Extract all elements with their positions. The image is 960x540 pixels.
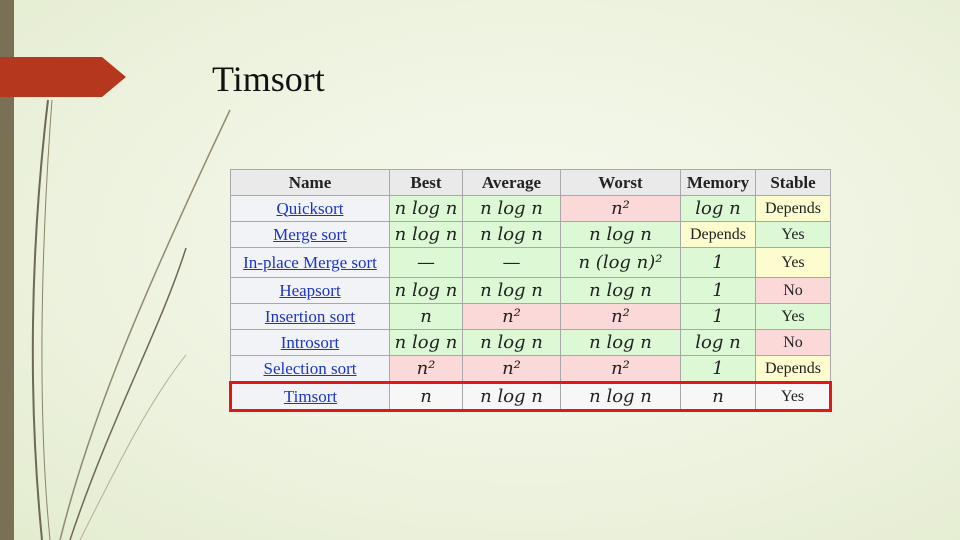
stable-cell: Yes [755,247,831,278]
best-cell: n [389,303,463,330]
stable-cell: No [755,277,831,304]
table-row: Introsort n log n n log n n log n log n … [230,329,831,356]
algorithm-link[interactable]: Introsort [280,332,340,352]
algorithm-link[interactable]: Heapsort [279,280,341,300]
average-cell: n log n [462,277,561,304]
memory-cell: 1 [680,247,756,278]
header-memory: Memory [680,169,756,196]
average-cell: n log n [462,195,561,222]
average-cell: n log n [462,381,561,412]
algorithm-link[interactable]: Insertion sort [264,306,356,326]
header-average: Average [462,169,561,196]
algorithm-link[interactable]: Selection sort [263,358,357,378]
stable-cell: Depends [755,355,831,383]
memory-cell: Depends [680,221,756,248]
worst-cell: n (log n)² [560,247,681,278]
average-cell: n log n [462,221,561,248]
worst-cell: n² [560,195,681,222]
best-cell: n log n [389,277,463,304]
best-cell: n log n [389,329,463,356]
header-best: Best [389,169,463,196]
title-arrow-icon [0,57,126,97]
worst-cell: n log n [560,277,681,304]
memory-cell: 1 [680,303,756,330]
table-row: Quicksort n log n n log n n² log n Depen… [230,195,831,222]
table-header-row: Name Best Average Worst Memory Stable [230,169,831,196]
stable-cell: Yes [755,303,831,330]
table-row: Insertion sort n n² n² 1 Yes [230,303,831,330]
worst-cell: n² [560,303,681,330]
table-row: Heapsort n log n n log n n log n 1 No [230,277,831,304]
table-row: Merge sort n log n n log n n log n Depen… [230,221,831,248]
best-cell: n log n [389,221,463,248]
worst-cell: n log n [560,221,681,248]
memory-cell: log n [680,329,756,356]
best-cell: n² [389,355,463,383]
table-row: In-place Merge sort — — n (log n)² 1 Yes [230,247,831,278]
header-worst: Worst [560,169,681,196]
sorting-comparison-table: Name Best Average Worst Memory Stable Qu… [229,169,832,412]
best-cell: n [389,381,463,412]
algorithm-link[interactable]: Quicksort [276,198,344,218]
worst-cell: n log n [560,381,681,412]
memory-cell: log n [680,195,756,222]
stable-cell: Depends [755,195,831,222]
left-accent-bar [0,0,14,540]
header-stable: Stable [755,169,831,196]
best-cell: — [389,247,463,278]
worst-cell: n log n [560,329,681,356]
average-cell: — [462,247,561,278]
stable-cell: Yes [755,381,832,412]
table-row: Selection sort n² n² n² 1 Depends [230,355,831,383]
stable-cell: Yes [755,221,831,248]
memory-cell: 1 [680,355,756,383]
algorithm-link[interactable]: Merge sort [273,224,347,244]
header-name: Name [230,169,390,196]
memory-cell: 1 [680,277,756,304]
stable-cell: No [755,329,831,356]
best-cell: n log n [389,195,463,222]
average-cell: n² [462,303,561,330]
slide-title: Timsort [212,59,325,99]
average-cell: n log n [462,329,561,356]
algorithm-link[interactable]: Timsort [283,386,338,406]
algorithm-link[interactable]: In-place Merge sort [243,252,377,272]
memory-cell: n [680,381,756,412]
table-row-highlighted: Timsort n n log n n log n n Yes [229,381,832,412]
worst-cell: n² [560,355,681,383]
average-cell: n² [462,355,561,383]
